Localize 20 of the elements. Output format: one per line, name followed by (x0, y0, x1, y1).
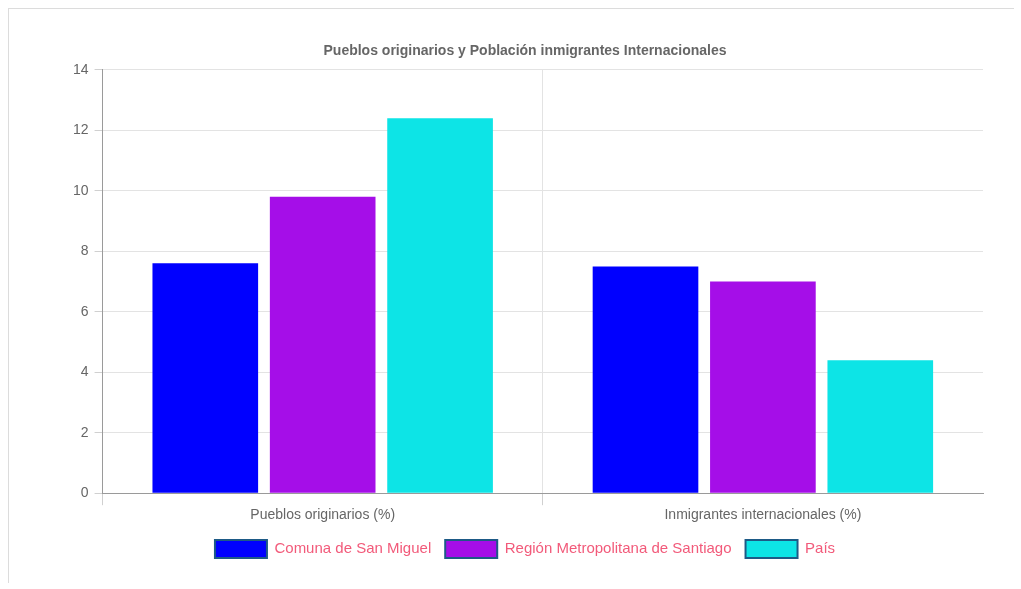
bar (269, 196, 376, 493)
y-tick-label: 4 (80, 363, 89, 380)
y-tick-label: 14 (72, 60, 89, 77)
x-tick-label: Inmigrantes internacionales (%) (664, 506, 862, 523)
bar (827, 360, 934, 493)
bar (387, 118, 493, 493)
legend-label: País (805, 539, 836, 557)
chart-title: Pueblos originarios y Población inmigrantes Internacionales (323, 42, 727, 59)
y-tick-label: 12 (72, 121, 89, 138)
y-tick-label: 8 (80, 242, 89, 259)
legend-label: Comuna de San Miguel (274, 539, 432, 557)
x-tick-label: Pueblos originarios (%) (250, 506, 396, 523)
y-tick-label: 6 (80, 302, 89, 319)
legend-label: Región Metropolitana de Santiago (504, 539, 732, 557)
bar (710, 281, 816, 493)
bar (592, 266, 699, 493)
y-tick-label: 0 (80, 484, 89, 501)
y-tick-label: 10 (72, 181, 89, 198)
y-tick-label: 2 (80, 423, 89, 440)
bar (152, 263, 259, 493)
